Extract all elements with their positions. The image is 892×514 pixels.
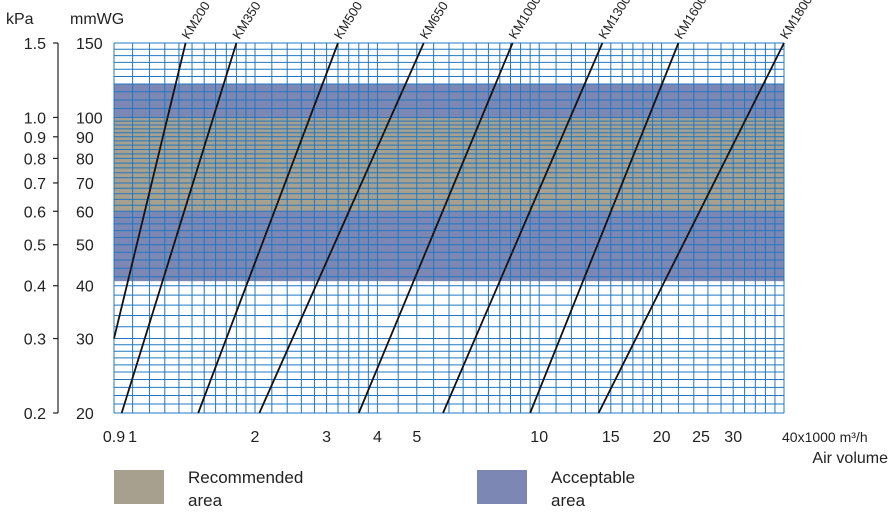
series-line-km1300 [442,42,604,414]
kpa-tick-label: 0.9 [24,130,46,147]
legend-recommended: Recommended area [114,466,358,512]
series-label-km500: KM500 [331,0,366,42]
x-tick-label: 10 [530,429,548,446]
chart-labels: KM200 KM350 KM500 KM650 KM1000 KM1300 KM1600 KM… [178,0,815,42]
series-line-km1800 [597,42,785,414]
kpa-tick-label: 0.4 [24,279,46,296]
chart-series [113,42,785,414]
series-label-km350: KM350 [229,0,264,42]
mmwg-tick-label: 90 [76,130,94,147]
kpa-tick-label: 1.5 [24,36,46,53]
chart-grid [113,42,785,414]
legend-recommended-label: Recommended area [188,468,304,510]
mmwg-tick-label: 100 [76,110,103,127]
series-label-km650: KM650 [417,0,452,42]
series-line-km500 [197,42,339,414]
series-line-km650 [258,42,425,414]
x-tick-label: 25 [692,429,710,446]
mmwg-tick-label: 30 [76,332,94,349]
legend-recommended-swatch [114,470,164,504]
mmwg-axis-title: mmWG [70,11,124,28]
x-tick-label: 30 [724,429,742,446]
x-tick-label: 3 [322,429,331,446]
kpa-tick-label: 0.5 [24,238,46,255]
legend-acceptable-label: Acceptable area [551,468,636,510]
kpa-tick-label: 0.7 [24,176,46,193]
x-tick-label: 5 [412,429,421,446]
series-label-km1000: KM1000 [505,0,543,42]
x-tick-label: 1 [128,429,137,446]
series-label-km1800: KM1800 [777,0,815,42]
mmwg-tick-label: 20 [76,406,94,423]
x-tick-label: 0.9 [103,429,125,446]
series-line-km350 [120,42,238,414]
kpa-tick-label: 0.2 [24,406,46,423]
kpa-axis-title: kPa [6,11,34,28]
series-line-km1000 [357,42,514,414]
x-tick-label: 15 [602,429,620,446]
legend-acceptable: Acceptable area [477,466,721,512]
mmwg-tick-label: 150 [76,36,103,53]
mmwg-tick-label: 40 [76,279,94,296]
kpa-tick-label: 0.6 [24,204,46,221]
mmwg-tick-label: 60 [76,204,94,221]
kpa-tick-label: 0.8 [24,151,46,168]
series-label-km1300: KM1300 [595,0,633,42]
mmwg-tick-label: 50 [76,238,94,255]
x-tick-label: 20 [653,429,671,446]
series-line-km200 [113,42,187,339]
x-tick-label-40: 40x1000 m³/h [782,429,868,445]
mmwg-tick-label: 80 [76,151,94,168]
x-axis-title: Air volume [812,450,888,467]
series-label-km200: KM200 [178,0,213,42]
kpa-tick-label: 0.3 [24,332,46,349]
x-tick-label: 2 [251,429,260,446]
series-line-km1600 [529,42,680,414]
x-tick-label: 4 [373,429,382,446]
kpa-tick-label: 1.0 [24,110,46,127]
series-label-km1600: KM1600 [671,0,709,42]
legend-acceptable-swatch [477,470,527,504]
mmwg-tick-label: 70 [76,176,94,193]
